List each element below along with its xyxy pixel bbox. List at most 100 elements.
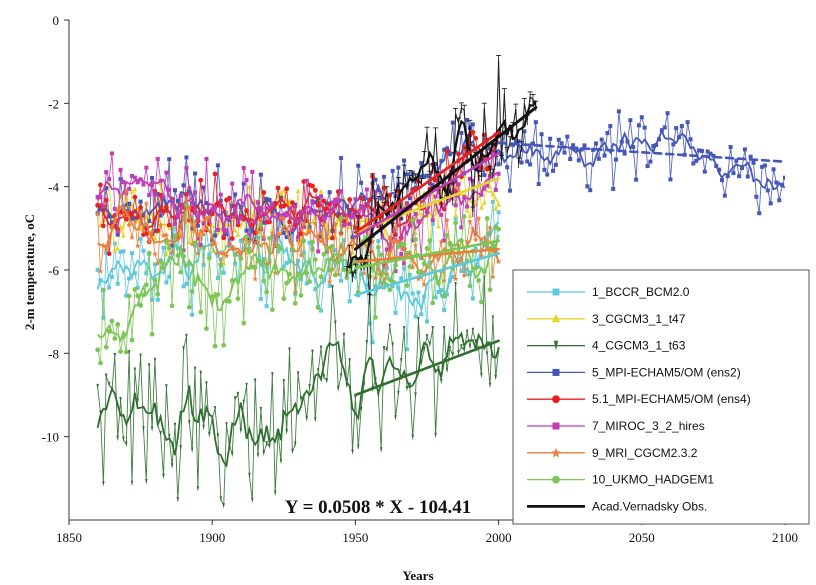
data-point [250, 228, 255, 233]
data-point [442, 147, 447, 152]
data-point [705, 149, 710, 154]
data-point [104, 170, 109, 175]
data-point [725, 174, 730, 179]
data-point [375, 244, 381, 250]
data-point [376, 188, 381, 193]
data-point [396, 285, 401, 290]
data-point [421, 261, 427, 267]
data-point [344, 275, 350, 281]
data-point [204, 326, 209, 332]
data-point [310, 183, 315, 189]
data-point [132, 194, 138, 200]
data-point [493, 187, 498, 192]
data-point [107, 285, 112, 290]
data-point [348, 358, 351, 364]
data-point [387, 287, 393, 293]
data-point [367, 197, 373, 203]
data-point [677, 135, 682, 140]
data-point [127, 201, 132, 206]
data-point [341, 238, 346, 243]
data-point [461, 272, 468, 279]
data-point [347, 299, 352, 304]
data-point [313, 200, 318, 205]
data-point [115, 229, 120, 234]
data-point [387, 192, 393, 198]
data-point [407, 207, 412, 212]
data-point [262, 450, 265, 457]
data-point [745, 174, 750, 179]
data-point [539, 132, 544, 137]
trend-layer [353, 106, 785, 397]
data-point [173, 422, 177, 429]
data-point [304, 270, 310, 276]
data-point [456, 182, 461, 187]
data-point [402, 266, 407, 271]
data-point [316, 368, 320, 374]
data-point [308, 383, 311, 390]
data-point [378, 252, 384, 258]
data-point [491, 315, 495, 321]
data-point [260, 233, 267, 240]
data-point [674, 126, 679, 131]
data-point [132, 216, 137, 221]
data-point [357, 444, 360, 450]
data-point [230, 203, 235, 208]
data-point [197, 228, 204, 234]
data-point [232, 245, 238, 252]
legend-label: 4_CGCM3_1_t63 [592, 339, 686, 353]
data-point [322, 374, 326, 380]
data-point [109, 274, 114, 279]
data-point [278, 190, 284, 196]
data-point [287, 231, 292, 236]
data-point [410, 217, 416, 223]
data-point [109, 220, 114, 225]
data-point [281, 296, 287, 302]
data-point [233, 207, 238, 212]
data-point [221, 235, 227, 241]
data-point [330, 228, 335, 233]
data-point [437, 365, 440, 372]
data-point [400, 358, 403, 364]
data-point [588, 188, 593, 193]
data-point [312, 215, 318, 221]
data-point [742, 147, 747, 152]
data-point [279, 458, 283, 465]
data-point [481, 269, 487, 275]
data-point [439, 288, 444, 293]
data-point [139, 353, 142, 360]
data-point [413, 314, 418, 319]
data-point [370, 265, 375, 270]
data-point [251, 497, 254, 504]
trend-line-6 [354, 152, 500, 238]
data-point [117, 192, 124, 198]
data-point [220, 250, 227, 256]
data-point [162, 473, 165, 480]
data-point [258, 172, 263, 177]
data-point [396, 165, 401, 170]
data-point [381, 185, 387, 191]
data-point [261, 220, 266, 225]
data-point [310, 219, 315, 225]
data-point [468, 344, 472, 350]
data-point [166, 245, 172, 251]
data-point [252, 276, 258, 282]
data-point [269, 230, 276, 236]
data-point [321, 251, 327, 257]
data-point [688, 137, 693, 142]
data-point [313, 209, 318, 214]
data-point [442, 326, 446, 332]
data-point [319, 308, 324, 313]
data-point [382, 263, 387, 268]
data-point [179, 445, 182, 451]
data-point [487, 184, 493, 189]
data-point [247, 233, 252, 238]
data-point [189, 289, 195, 294]
data-point [256, 200, 261, 205]
data-point [359, 272, 364, 277]
data-point [169, 249, 175, 256]
data-point [102, 481, 105, 487]
data-point [127, 186, 132, 191]
data-point [390, 283, 395, 288]
data-point [333, 248, 338, 253]
data-point [551, 168, 556, 173]
